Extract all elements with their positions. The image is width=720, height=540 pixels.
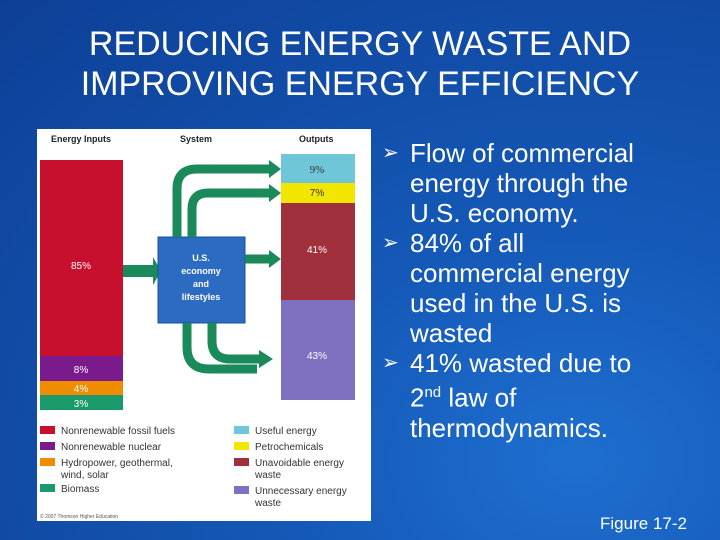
output-arrow-heads [259,160,281,368]
legend-label-unavoidable: Unavoidable energy [255,458,344,469]
bullet-3-line-1: 41% wasted due to [410,348,632,378]
title-line-1: REDUCING ENERGY WASTE AND [88,25,632,63]
bullet-1: ➢ Flow of commercial energy through the … [382,138,712,228]
input-bar-nuclear [40,356,123,381]
arrow-to-unnecessary-2 [182,323,257,374]
bullet-1-line-1: Flow of commercial [410,138,634,168]
legend-swatch-fossil [40,426,55,434]
legend-swatch-useful [234,426,249,434]
bullet-2-line-3: used in the U.S. is [410,288,621,318]
system-box [157,236,246,324]
bullet-2-line-4: wasted [410,318,493,348]
arrow-to-useful [172,164,269,237]
legend-label-renewable: Hydropower, geothermal, [61,458,173,469]
input-arrow-shaft [123,265,153,277]
bullet-3-law-text: law of [441,382,517,413]
legend-label-unnecessary-2: waste [254,498,282,509]
header-energy-inputs: Energy Inputs [51,134,111,144]
bullet-3-superscript: nd [424,384,442,401]
copyright-text: © 2007 Thomson Higher Education [40,513,118,520]
bullet-arrow-icon: ➢ [382,232,399,254]
legend-swatch-biomass [40,484,55,492]
legend-label-nuclear: Nonrenewable nuclear [61,442,162,453]
figure-reference: Figure 17-2 [600,514,687,533]
bullet-3-line-2: 2nd law of [410,378,712,413]
header-system: System [180,134,212,144]
output-bar-unavoidable [281,203,355,300]
output-arrows [172,164,269,374]
header-outputs: Outputs [299,134,334,144]
system-line-1: U.S. [192,253,210,263]
energy-flow-diagram: Energy Inputs System Outputs 85% 8% 4% 3… [40,134,355,520]
bullet-2: ➢ 84% of all commercial energy used in t… [382,228,712,348]
output-bar-petro [281,183,355,203]
legend-swatch-unavoidable [234,458,249,466]
legend-swatch-renewable [40,458,55,466]
output-bar-unnecessary [281,300,355,400]
legend-swatch-petro [234,442,249,450]
input-label-biomass: 3% [74,399,89,410]
legend-swatch-unnecessary [234,486,249,494]
input-bar-fossil [40,160,123,356]
arrow-to-unnecessary-1 [207,323,259,364]
legend-label-unnecessary: Unnecessary energy [255,486,347,497]
bullet-2-line-2: commercial energy [410,258,630,288]
legend-swatch-nuclear [40,442,55,450]
legend-label-fossil: Nonrenewable fossil fuels [61,426,175,437]
output-label-unavoidable: 41% [307,245,327,256]
output-bar-useful [281,154,355,183]
bullet-arrow-icon: ➢ [382,352,399,374]
input-bar-biomass [40,395,123,410]
legend-label-biomass: Biomass [61,484,99,495]
bullet-list: ➢ Flow of commercial energy through the … [382,138,712,443]
bullet-3-ordinal: 2 [410,382,425,413]
output-label-useful: 9% [310,164,325,176]
input-label-fossil: 85% [71,261,91,272]
system-line-3: and [193,279,209,289]
bullet-1-line-2: energy through the [410,168,629,198]
system-line-4: lifestyles [182,292,221,302]
input-bar-renewable [40,381,123,395]
output-label-unnecessary: 43% [307,351,327,362]
output-label-petro: 7% [310,188,325,199]
input-label-nuclear: 8% [74,365,89,376]
bullet-1-line-3: U.S. economy. [410,198,579,228]
system-line-2: economy [181,266,221,276]
title-line-2: IMPROVING ENERGY EFFICIENCY [80,65,640,103]
bullet-arrow-icon: ➢ [382,142,399,164]
bullet-3: ➢ 41% wasted due to 2nd law of thermodyn… [382,348,712,443]
input-arrow-head [153,257,161,285]
slide-title: REDUCING ENERGY WASTE AND IMPROVING ENER… [0,24,720,104]
legend-label-unavoidable-2: waste [254,470,282,481]
bullet-3-line-3: thermodynamics. [410,412,608,443]
input-label-renewable: 4% [74,384,89,395]
arrow-to-petro [187,188,269,237]
energy-flow-figure: Energy Inputs System Outputs 85% 8% 4% 3… [37,129,371,521]
legend-label-petro: Petrochemicals [255,442,323,453]
legend-label-renewable-2: wind, solar [60,470,109,481]
bullet-2-line-1: 84% of all [410,228,525,258]
legend-label-useful: Useful energy [255,426,317,437]
